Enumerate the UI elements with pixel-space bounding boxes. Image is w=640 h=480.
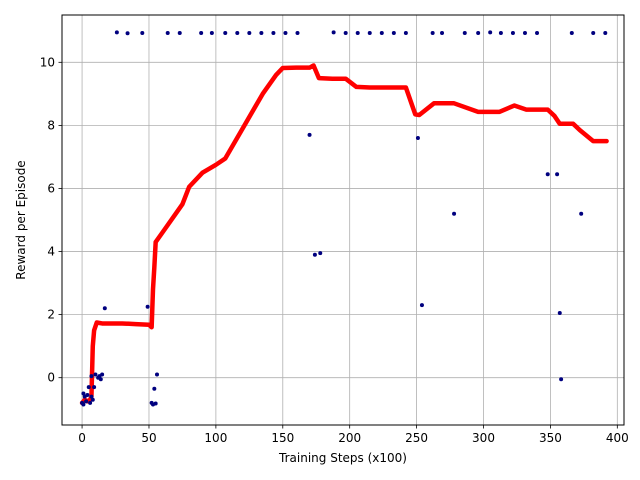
reward-point <box>579 211 584 216</box>
y-tick-label: 2 <box>47 308 55 322</box>
x-tick-label: 350 <box>539 431 562 445</box>
reward-point <box>259 30 264 35</box>
reward-point <box>100 372 105 377</box>
reward-point <box>498 30 503 35</box>
x-tick-label: 200 <box>338 431 361 445</box>
reward-point <box>81 402 86 407</box>
reward-point <box>440 30 445 35</box>
reward-point <box>155 372 159 377</box>
reward-point <box>88 400 93 405</box>
reward-point <box>125 31 130 36</box>
x-axis-label: Training Steps (x100) <box>278 451 407 465</box>
x-tick-label: 250 <box>405 431 428 445</box>
reward-point <box>452 211 457 216</box>
reward-point <box>488 30 493 35</box>
reward-point <box>331 30 336 35</box>
reward-point <box>93 372 98 377</box>
reward-point <box>152 386 157 391</box>
plot-frame <box>61 14 625 426</box>
reward-point <box>89 374 94 379</box>
reward-point <box>419 303 424 308</box>
reward-point <box>557 311 562 316</box>
reward-point <box>591 30 596 35</box>
y-tick-label: 4 <box>47 245 55 259</box>
x-tick-label: 300 <box>472 431 495 445</box>
reward-point <box>223 30 228 35</box>
reward-point <box>89 394 94 399</box>
reward-line <box>79 63 609 406</box>
reward-point <box>307 132 312 137</box>
reward-point <box>85 393 90 398</box>
reward-point <box>145 304 150 309</box>
reward-point <box>271 30 276 35</box>
reward-point <box>199 30 204 35</box>
reward-line-series <box>79 63 609 406</box>
y-tick-label: 0 <box>47 371 55 385</box>
reward-point <box>510 30 515 35</box>
reward-point <box>92 385 97 390</box>
reward-point <box>114 30 119 35</box>
reward-point <box>545 172 550 177</box>
reward-point <box>81 391 86 396</box>
reward-point <box>98 377 103 382</box>
reward-point <box>84 399 89 404</box>
reward-point <box>403 30 408 35</box>
x-tick-label: 0 <box>78 431 86 445</box>
reward-point <box>343 30 348 35</box>
reward-point <box>430 30 435 35</box>
reward-point <box>391 30 396 35</box>
reward-point <box>86 385 91 390</box>
reward-point <box>559 377 564 382</box>
x-tick-label: 50 <box>141 431 156 445</box>
reward-point <box>535 30 540 35</box>
reward-point <box>569 30 574 35</box>
reward-point <box>153 401 158 406</box>
reward-point <box>140 30 145 35</box>
reward-point <box>355 30 360 35</box>
reward-point <box>102 306 107 311</box>
reward-point <box>165 30 170 35</box>
reward-point <box>415 136 420 140</box>
reward-point <box>476 30 481 35</box>
reward-point <box>247 30 252 35</box>
reward-point <box>555 172 560 177</box>
x-tick-label: 150 <box>271 431 294 445</box>
y-tick-label: 10 <box>40 55 55 69</box>
axis-ticks: 0 50 100 150 200 250 300 350 400 0 2 4 6 8 10 <box>40 55 629 445</box>
x-tick-label: 100 <box>204 431 227 445</box>
reward-point <box>522 30 527 35</box>
reward-point <box>177 30 182 35</box>
reward-point <box>367 30 372 35</box>
reward-point <box>90 397 95 402</box>
reward-point <box>462 30 467 35</box>
y-tick-label: 6 <box>47 181 55 195</box>
reward-point <box>318 251 323 256</box>
y-tick-label: 8 <box>47 118 55 132</box>
reward-point <box>603 30 608 35</box>
reward-point <box>235 30 240 35</box>
reward-point <box>283 30 288 35</box>
y-axis-label: Reward per Episode <box>14 160 28 279</box>
reward-scatter-series <box>80 30 608 407</box>
reward-point <box>209 30 214 35</box>
reward-point <box>312 252 317 257</box>
x-tick-label: 400 <box>606 431 629 445</box>
reward-point <box>379 30 384 35</box>
reward-point <box>295 30 300 35</box>
